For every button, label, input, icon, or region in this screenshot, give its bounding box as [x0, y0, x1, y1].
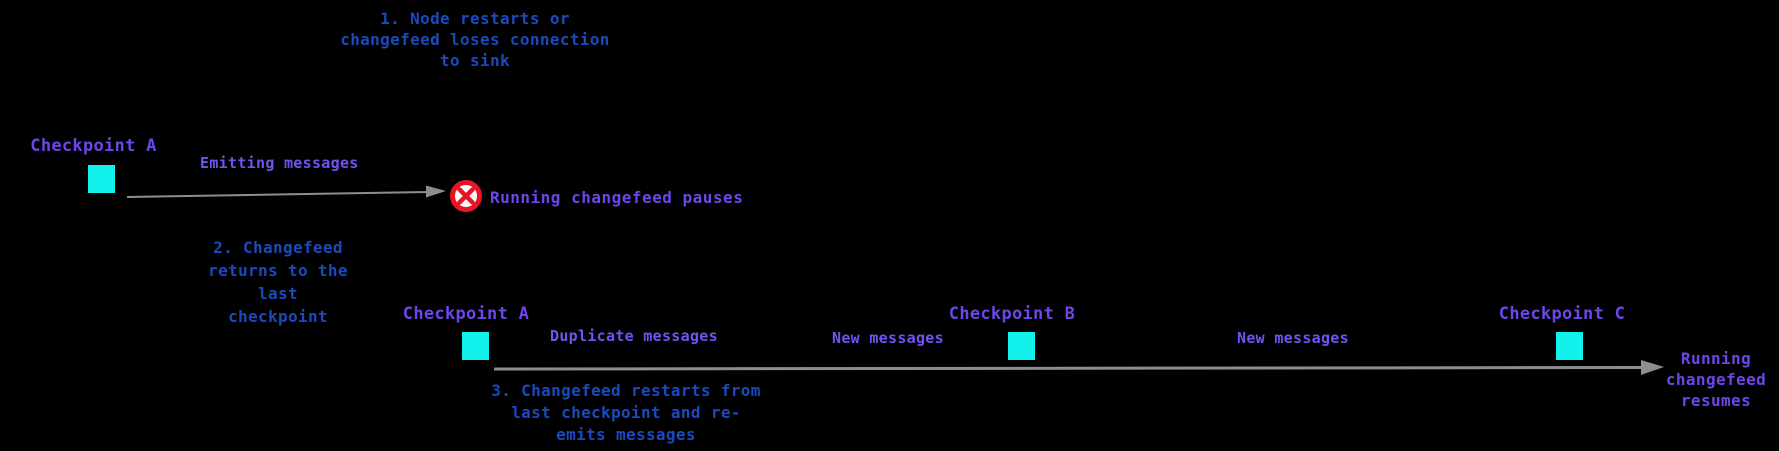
timeline2-checkpoint-a-label: Checkpoint A	[402, 304, 530, 324]
circled-x-icon	[450, 180, 482, 212]
circled-x-icon-cross	[457, 187, 475, 205]
new-messages-label-2: New messages	[1237, 329, 1349, 347]
duplicate-messages-label: Duplicate messages	[550, 327, 718, 345]
timeline2-checkpoint-a-marker	[462, 332, 489, 360]
timeline1-arrow-line	[126, 191, 429, 198]
timeline1-checkpoint-a-label: Checkpoint A	[30, 136, 157, 156]
step2-note: 2. Changefeed returns to the last checkp…	[208, 238, 348, 326]
step3-note: 3. Changefeed restarts from last checkpo…	[491, 381, 761, 444]
new-messages-label-1: New messages	[832, 329, 944, 347]
timeline2-checkpoint-b-label: Checkpoint B	[948, 304, 1076, 324]
step1-note: 1. Node restarts or changefeed loses con…	[340, 9, 610, 70]
timeline2-checkpoint-b-marker	[1008, 332, 1035, 360]
timeline1-arrowhead	[426, 185, 446, 198]
timeline1-checkpoint-a-marker	[88, 165, 115, 193]
timeline2-checkpoint-c-marker	[1556, 332, 1583, 360]
running-changefeed-resumes-label: Running changefeed resumes	[1665, 349, 1767, 410]
timeline2-arrowhead	[1641, 360, 1664, 375]
timeline2-checkpoint-c-label: Checkpoint C	[1498, 304, 1626, 324]
emitting-messages-label: Emitting messages	[200, 154, 359, 172]
running-changefeed-pauses-label: Running changefeed pauses	[490, 188, 744, 207]
timeline2-arrow-line	[493, 366, 1644, 371]
